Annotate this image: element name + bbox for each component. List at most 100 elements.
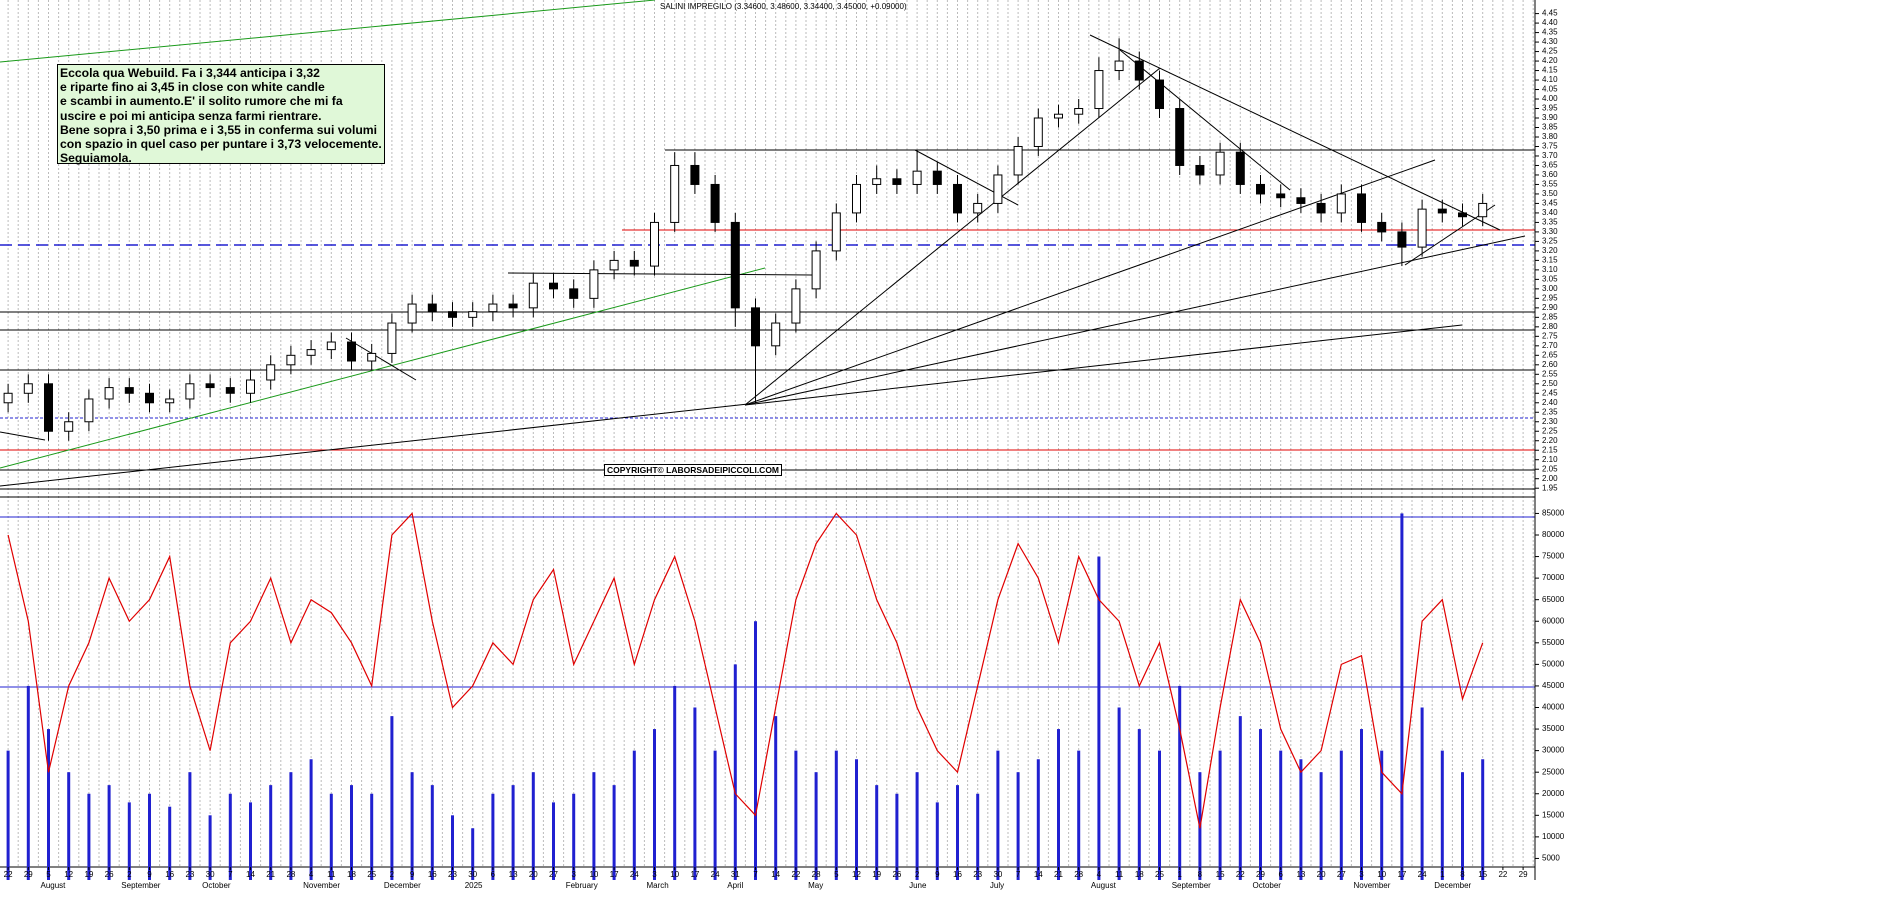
volume-bar <box>26 685 30 880</box>
volume-bar <box>976 793 980 880</box>
y-tick-label: 2.00 <box>1542 474 1558 483</box>
candle-body <box>730 221 740 309</box>
volume-bar <box>1097 556 1101 880</box>
volume-bar <box>1299 759 1303 880</box>
y-tick-label: 3.00 <box>1542 284 1558 293</box>
month-label: December <box>384 881 421 890</box>
candle-body <box>1256 183 1265 195</box>
x-tick-label: 23 <box>448 870 457 879</box>
volume-bar <box>309 759 313 880</box>
annotation-box: Eccola qua Webuild. Fa i 3,344 anticipa … <box>57 64 385 165</box>
volume-bar <box>289 772 293 880</box>
candle-body <box>266 364 276 381</box>
y-tick-label: 4.45 <box>1542 9 1558 18</box>
volume-bar <box>956 785 959 880</box>
annotation-line: uscire e poi mi anticipa senza farmi rie… <box>60 108 322 123</box>
volume-bar <box>632 750 636 880</box>
volume-bar <box>350 785 353 880</box>
x-tick-label: 5 <box>834 870 839 879</box>
volume-bar <box>1178 685 1182 880</box>
volume-bar <box>127 802 131 880</box>
candle-body <box>64 421 74 432</box>
candle-body <box>225 387 235 394</box>
x-tick-label: 16 <box>428 870 437 879</box>
candle-body <box>205 383 215 389</box>
volume-bar <box>249 802 252 880</box>
x-tick-label: 24 <box>1418 870 1427 879</box>
trend-line <box>0 431 46 441</box>
y-tick-label: 2.90 <box>1542 303 1558 312</box>
volume-bar <box>410 772 414 880</box>
candle-body <box>407 303 417 324</box>
x-tick-label: 1 <box>1177 870 1182 879</box>
x-tick-label: 11 <box>1115 870 1124 879</box>
candle-body <box>286 354 296 366</box>
x-tick-label: 27 <box>549 870 558 879</box>
y-tick-label: 85000 <box>1542 509 1565 518</box>
y-tick-label: 2.05 <box>1542 464 1558 473</box>
y-tick-label: 2.25 <box>1542 426 1558 435</box>
candle-body <box>1276 193 1286 199</box>
candle-body <box>1114 60 1124 72</box>
candle-body <box>953 183 962 214</box>
y-tick-label: 2.30 <box>1542 417 1558 426</box>
volume-bar <box>653 729 656 880</box>
x-tick-label: 30 <box>993 870 1002 879</box>
candle-body <box>993 174 1003 204</box>
volume-bar <box>875 785 879 880</box>
x-tick-label: 20 <box>529 870 538 879</box>
candle-body <box>145 392 154 404</box>
month-label: December <box>1434 881 1471 890</box>
y-tick-label: 2.35 <box>1542 407 1558 416</box>
y-tick-label: 3.60 <box>1542 170 1558 179</box>
x-tick-label: 13 <box>509 870 518 879</box>
y-tick-label: 3.65 <box>1542 161 1558 170</box>
y-tick-label: 55000 <box>1542 638 1565 647</box>
volume-bar <box>673 685 677 880</box>
candle-body <box>771 322 781 347</box>
x-tick-label: 29 <box>1519 870 1528 879</box>
candle-body <box>508 303 518 309</box>
x-tick-label: 6 <box>491 870 496 879</box>
volume-bar <box>1279 750 1283 880</box>
candle-body <box>326 341 336 351</box>
x-tick-label: 7 <box>228 870 233 879</box>
x-tick-label: 9 <box>410 870 415 879</box>
candle-body <box>1235 151 1245 185</box>
volume-bar <box>855 759 858 880</box>
trend-line <box>1119 49 1291 191</box>
x-tick-label: 7 <box>1016 870 1021 879</box>
volume-bar <box>430 785 434 880</box>
candle-body <box>751 307 760 347</box>
x-tick-label: 25 <box>1155 870 1164 879</box>
y-tick-label: 4.35 <box>1542 28 1558 37</box>
y-tick-label: 4.10 <box>1542 75 1558 84</box>
volume-bar <box>208 815 212 880</box>
volume-bar <box>1137 729 1141 880</box>
y-tick-label: 80000 <box>1542 530 1565 539</box>
x-tick-label: 21 <box>266 870 275 879</box>
x-tick-label: 23 <box>185 870 194 879</box>
x-tick-label: 22 <box>791 870 800 879</box>
volume-bar <box>1339 750 1343 880</box>
trend-line <box>0 0 656 63</box>
oscillator-line <box>7 512 1484 829</box>
chart-title: SALINI IMPREGILO (3.34600, 3.48600, 3.34… <box>660 2 907 11</box>
candle-body <box>892 178 902 185</box>
candle-body <box>246 379 255 394</box>
x-tick-label: 3 <box>652 870 657 879</box>
month-label: November <box>1354 881 1391 890</box>
candle-body <box>569 288 579 299</box>
y-tick-label: 3.45 <box>1542 199 1558 208</box>
y-tick-label: 60000 <box>1542 616 1565 625</box>
y-tick-label: 3.35 <box>1542 218 1558 227</box>
x-tick-label: 7 <box>753 870 758 879</box>
x-tick-label: 9 <box>935 870 940 879</box>
volume-bar <box>1400 513 1404 880</box>
x-tick-label: 3 <box>1359 870 1364 879</box>
x-tick-label: 2 <box>127 870 132 879</box>
candle-body <box>1458 212 1467 218</box>
annotation-line: e scambi in aumento.E' il solito rumore … <box>60 94 343 109</box>
y-tick-label: 3.75 <box>1542 142 1558 151</box>
y-tick-label: 4.25 <box>1542 47 1558 56</box>
